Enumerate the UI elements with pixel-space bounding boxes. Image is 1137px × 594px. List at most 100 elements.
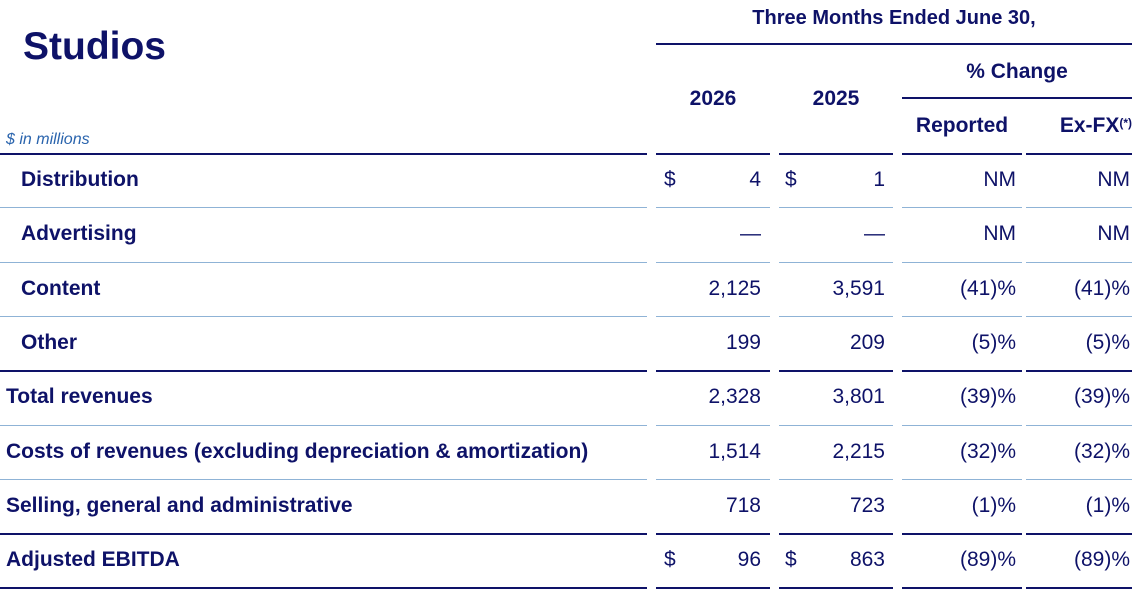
rule-thin [1026,207,1132,208]
rule-thick [656,533,770,535]
rule-thin [1026,479,1132,480]
exfx-footnote-marker: (*) [1119,116,1132,130]
value-prior-year: 723 [849,494,885,517]
dollar-sign: $ [664,168,676,191]
value-current-year: 2,125 [708,277,761,300]
rule-thin [779,207,893,208]
value-reported-change: (5)% [971,331,1016,354]
rule-thick [779,370,893,372]
col-header-current-year: 2026 [689,87,737,110]
table-row: Advertising — — NM NM [0,207,1137,261]
table-row: Adjusted EBITDA $96 $863 (89)% (89)% [0,533,1137,587]
table-row: Costs of revenues (excluding depreciatio… [0,425,1137,479]
rule-thick [0,370,647,372]
rule-thick [656,153,770,155]
rule-thin [902,425,1022,426]
period-rule [656,43,1132,45]
rule-thin [902,207,1022,208]
table-row: Total revenues 2,328 3,801 (39)% (39)% [0,370,1137,424]
table-row: Other 199 209 (5)% (5)% [0,316,1137,370]
value-exfx-change: (41)% [1073,277,1130,300]
row-label: Distribution [21,168,139,191]
value-current-year: 718 [725,494,761,517]
value-reported-change: (89)% [959,548,1016,571]
rule-thick [902,533,1022,535]
rule-thin [902,479,1022,480]
value-reported-change: (1)% [971,494,1016,517]
period-header: Three Months Ended June 30, [752,7,1036,29]
rule-thin [656,425,770,426]
row-label: Adjusted EBITDA [6,548,180,571]
rule-thick [1026,587,1132,589]
rule-thick [902,587,1022,589]
rule-thin [0,207,647,208]
value-prior-year: 1 [873,168,885,191]
table-row: Distribution $4 $1 NM NM [0,153,1137,207]
col-header-exfx: Ex-FX(*) [1026,114,1132,138]
col-header-prior-year: 2025 [812,87,860,110]
rule-thin [656,262,770,263]
value-prior-year: 209 [849,331,885,354]
rule-thick [1026,370,1132,372]
rule-thick [779,587,893,589]
rule-thin [779,425,893,426]
rule-thin [656,207,770,208]
dollar-sign: $ [785,548,797,571]
rule-thin [902,262,1022,263]
row-label: Total revenues [6,385,153,408]
col-header-reported: Reported [915,114,1009,137]
value-reported-change: NM [983,222,1016,245]
rule-thick [0,153,647,155]
rule-thin [0,425,647,426]
pct-change-rule [902,97,1132,99]
rule-thick [0,533,647,535]
rule-thick [656,587,770,589]
rule-thick [0,587,647,589]
value-reported-change: NM [983,168,1016,191]
rule-thin [902,316,1022,317]
units-note: $ in millions [6,131,90,148]
value-exfx-change: NM [1097,222,1130,245]
rule-thin [656,316,770,317]
value-reported-change: (41)% [959,277,1016,300]
page-title: Studios [23,25,166,68]
rule-thin [1026,262,1132,263]
value-exfx-change: NM [1097,168,1130,191]
rule-thick [779,153,893,155]
value-prior-year: 3,801 [832,385,885,408]
value-exfx-change: (89)% [1073,548,1130,571]
value-current-year: 1,514 [708,440,761,463]
value-exfx-change: (39)% [1073,385,1130,408]
pct-change-header: % Change [966,60,1068,83]
rule-thin [779,262,893,263]
value-current-year: 2,328 [708,385,761,408]
rule-thin [0,316,647,317]
value-exfx-change: (1)% [1085,494,1130,517]
rule-thin [779,479,893,480]
rule-thick [656,370,770,372]
value-prior-year: 2,215 [832,440,885,463]
table-row: Content 2,125 3,591 (41)% (41)% [0,262,1137,316]
rule-thick [1026,153,1132,155]
row-label: Advertising [21,222,137,245]
rule-thin [0,479,647,480]
dollar-sign: $ [785,168,797,191]
row-label: Costs of revenues (excluding depreciatio… [6,440,589,463]
value-current-year: 4 [749,168,761,191]
rule-thin [656,479,770,480]
rule-thin [779,316,893,317]
rule-thick [902,153,1022,155]
row-label: Other [21,331,78,354]
dollar-sign: $ [664,548,676,571]
value-reported-change: (39)% [959,385,1016,408]
row-label: Selling, general and administrative [6,494,353,517]
value-prior-year: 863 [849,548,885,571]
value-current-year: 199 [725,331,761,354]
rule-thin [1026,316,1132,317]
rule-thin [0,262,647,263]
rule-thick [902,370,1022,372]
exfx-label: Ex-FX [1059,114,1120,137]
value-reported-change: (32)% [959,440,1016,463]
rule-thick [1026,533,1132,535]
value-current-year: 96 [737,548,761,571]
